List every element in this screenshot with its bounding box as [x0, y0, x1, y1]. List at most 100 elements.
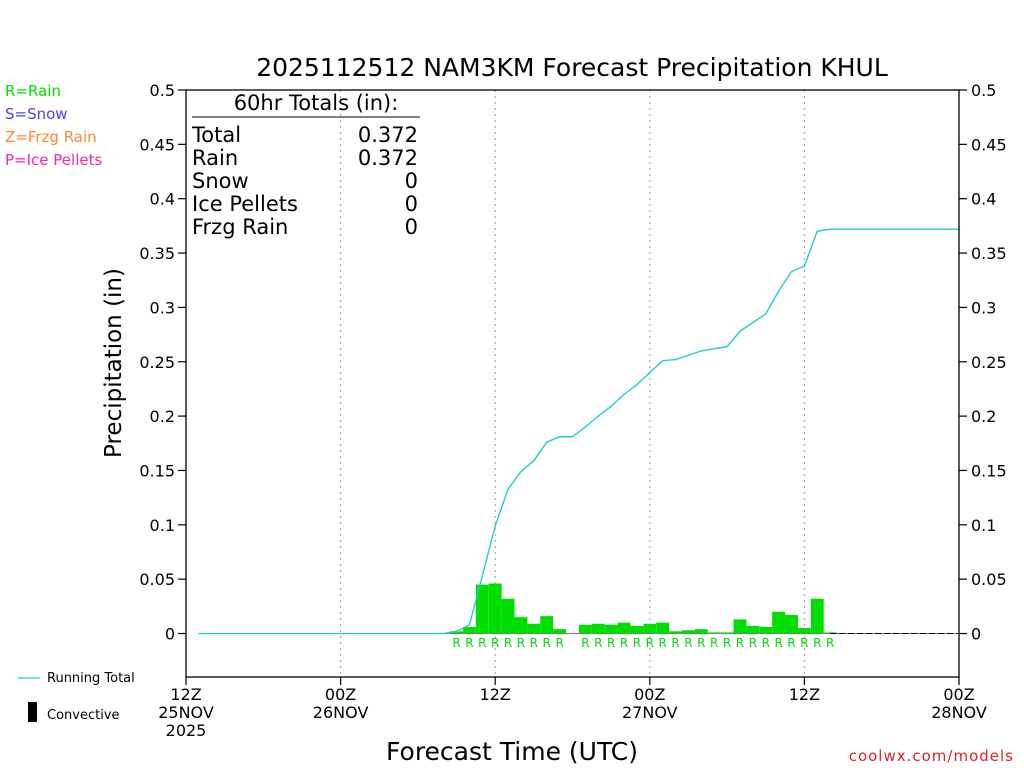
totals-row-value: 0: [405, 192, 418, 216]
precip-type-legend-item: Z=Frzg Rain: [5, 128, 97, 146]
running-total-series: [198, 228, 960, 635]
running-total-point: [559, 436, 561, 438]
precip-type-label: R: [530, 636, 538, 650]
x-tick-label: 12Z: [480, 685, 511, 704]
running-total-point: [778, 290, 780, 292]
totals-row-value: 0.372: [358, 146, 418, 170]
precip-bar: [514, 617, 528, 634]
running-total-point: [520, 470, 522, 473]
y-tick-label-right: 0.4: [971, 190, 996, 209]
precip-bar: [501, 598, 515, 634]
convective-legend-label: Convective: [47, 708, 120, 723]
precip-type-label: R: [620, 636, 628, 650]
precip-bar: [669, 631, 682, 634]
running-total-point: [752, 322, 754, 324]
y-tick-label-right: 0.05: [971, 570, 1007, 589]
precip-type-label: R: [646, 636, 654, 650]
y-tick-label-right: 0.3: [971, 298, 996, 317]
precip-type-legend-item: S=Snow: [5, 105, 68, 123]
x-tick-label: 2025: [166, 721, 207, 740]
precip-bars: [450, 583, 837, 634]
precip-bar: [527, 623, 541, 634]
chart-title: 2025112512 NAM3KM Forecast Precipitation…: [256, 53, 888, 82]
x-tick-label: 00Z: [943, 685, 974, 704]
totals-row-label: Rain: [192, 146, 238, 170]
precip-bar: [797, 628, 811, 634]
x-tick-label: 26NOV: [313, 703, 369, 722]
y-tick-label-left: 0.35: [139, 244, 175, 263]
y-tick-label-right: 0: [971, 625, 981, 644]
totals-box: 60hr Totals (in): Total 0.372 Rain 0.372 Sno…: [191, 91, 420, 239]
precip-type-label: R: [581, 636, 589, 650]
precip-type-label: R: [787, 636, 795, 650]
totals-row-label: Frzg Rain: [192, 215, 288, 239]
x-tick-label: 00Z: [634, 685, 665, 704]
precip-bar: [488, 583, 502, 634]
precip-bar: [553, 629, 567, 634]
running-total-point: [198, 632, 200, 635]
precip-bar: [682, 630, 695, 634]
totals-row-label: Total: [191, 123, 241, 147]
y-tick-label-left: 0.5: [150, 81, 175, 100]
precip-type-label: R: [633, 636, 641, 650]
running-total-point: [726, 345, 728, 348]
x-tick-label: 12Z: [789, 685, 820, 704]
precip-type-label: R: [710, 636, 718, 650]
totals-rows: Total 0.372 Rain 0.372 Snow 0 Ice Pellets 0 Frzg…: [191, 123, 418, 239]
y-tick-label-left: 0.25: [139, 353, 175, 372]
precip-type-label: R: [800, 636, 808, 650]
running-total-point: [533, 460, 535, 462]
precip-bar: [591, 623, 605, 634]
running-total-legend: Running Total: [18, 671, 135, 686]
precip-type-label: R: [749, 636, 757, 650]
running-total-point: [468, 624, 471, 626]
precip-bar: [540, 616, 554, 634]
precip-type-label: R: [517, 636, 525, 650]
running-total-point: [623, 393, 625, 395]
totals-header: 60hr Totals (in):: [234, 91, 399, 115]
running-total-point: [687, 354, 690, 356]
precip-bar: [643, 623, 657, 634]
precip-type-label: R: [607, 636, 615, 650]
running-total-point: [636, 383, 638, 386]
x-tick-label: 28NOV: [931, 703, 987, 722]
precip-type-label: R: [736, 636, 744, 650]
totals-row-label: Ice Pellets: [192, 192, 298, 216]
running-total-point: [674, 358, 677, 361]
precip-bar: [578, 624, 592, 634]
y-tick-label-right: 0.35: [971, 244, 1007, 263]
precip-type-label: R: [762, 636, 770, 650]
running-total-point: [584, 426, 586, 428]
running-total-point: [443, 632, 445, 635]
running-total-point: [803, 265, 806, 267]
precip-type-legend-item: P=Ice Pellets: [5, 151, 102, 169]
y-tick-label-right: 0.25: [971, 353, 1007, 372]
y-tick-label-right: 0.5: [971, 81, 996, 100]
precip-bar: [617, 622, 631, 634]
precip-bar: [707, 632, 721, 634]
y-tick-label-left: 0.3: [150, 298, 175, 317]
running-total-point: [790, 270, 793, 273]
running-total-point: [597, 415, 599, 417]
y-tick-label-right: 0.1: [971, 516, 996, 535]
precip-bar: [823, 632, 837, 634]
precip-bar: [656, 622, 670, 634]
y-tick-label-left: 0.1: [150, 516, 175, 535]
precip-type-label: R: [491, 636, 499, 650]
running-total-legend-label: Running Total: [47, 671, 135, 686]
precip-type-label: R: [504, 636, 512, 650]
totals-row-label: Snow: [192, 169, 249, 193]
x-tick-label: 00Z: [325, 685, 356, 704]
precip-type-label: R: [452, 636, 460, 650]
vertical-gridlines: [198, 90, 959, 677]
precip-bar: [785, 615, 798, 634]
source-footer: coolwx.com/models: [849, 747, 1014, 765]
totals-row-value: 0.372: [358, 123, 418, 147]
running-total-point: [816, 230, 818, 232]
precip-bar: [604, 624, 618, 634]
running-total-point: [481, 575, 483, 577]
y-axis-label-text: Precipitation (in): [101, 268, 127, 458]
precip-type-label: R: [478, 636, 486, 650]
